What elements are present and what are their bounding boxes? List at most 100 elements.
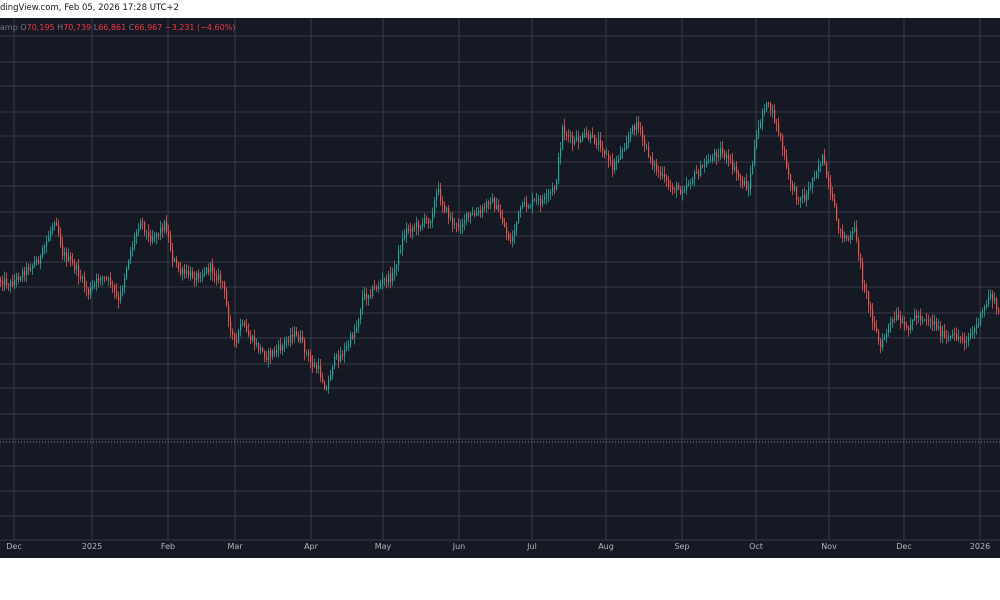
candle-body-16 xyxy=(32,265,34,270)
candle-body-497 xyxy=(994,298,996,301)
candle-body-294 xyxy=(588,135,590,139)
candle-298 xyxy=(596,137,598,149)
candle-body-369 xyxy=(738,173,740,178)
candle-299 xyxy=(598,131,600,152)
candle-body-222 xyxy=(444,204,446,211)
candle-402 xyxy=(804,187,806,203)
candle-21 xyxy=(42,244,44,259)
candle-252 xyxy=(504,217,506,228)
candle-body-191 xyxy=(382,280,384,284)
candle-62 xyxy=(124,273,126,294)
candle-body-235 xyxy=(470,213,472,217)
candle-259 xyxy=(518,210,520,224)
candle-281 xyxy=(562,124,564,151)
candle-body-407 xyxy=(814,176,816,179)
candle-159 xyxy=(318,358,320,374)
candle-body-355 xyxy=(710,160,712,162)
candle-body-349 xyxy=(698,172,700,176)
candle-182 xyxy=(364,286,366,301)
candle-body-446 xyxy=(892,319,894,323)
candle-12 xyxy=(24,266,26,282)
candle-76 xyxy=(152,229,154,245)
candle-body-378 xyxy=(756,134,758,148)
candle-172 xyxy=(344,342,346,363)
candle-body-391 xyxy=(782,136,784,149)
candle-469 xyxy=(938,318,940,331)
candle-body-432 xyxy=(864,283,866,291)
candle-body-44 xyxy=(88,289,90,295)
candle-body-410 xyxy=(820,164,822,166)
candle-body-470 xyxy=(940,326,942,337)
candle-body-293 xyxy=(586,133,588,136)
candle-body-175 xyxy=(350,334,352,345)
candle-341 xyxy=(682,185,684,201)
candle-body-215 xyxy=(430,221,432,224)
candlestick-chart[interactable]: Dec 2025 Feb Mar Apr May Jun Jul Aug Sep Oct Nov Dec… xyxy=(0,18,1000,558)
candle-85 xyxy=(170,230,172,253)
candle-body-377 xyxy=(754,147,756,164)
candle-body-152 xyxy=(304,340,306,353)
candle-7 xyxy=(14,273,16,290)
candle-166 xyxy=(332,364,334,380)
candle-body-296 xyxy=(592,134,594,136)
candle-body-8 xyxy=(16,276,18,281)
candle-body-182 xyxy=(364,293,366,298)
close-label: C xyxy=(128,23,135,32)
candle-body-169 xyxy=(338,355,340,362)
candle-363 xyxy=(726,150,728,165)
candle-464 xyxy=(928,314,930,326)
candle-373 xyxy=(746,173,748,191)
candle-212 xyxy=(424,213,426,228)
candle-body-173 xyxy=(346,346,348,350)
candle-322 xyxy=(644,134,646,152)
candle-body-121 xyxy=(242,322,244,324)
candle-body-54 xyxy=(108,278,110,280)
candle-297 xyxy=(594,134,596,145)
candle-446 xyxy=(892,317,894,328)
candle-420 xyxy=(840,228,842,238)
candle-body-133 xyxy=(266,357,268,360)
candle-456 xyxy=(912,319,914,331)
candle-195 xyxy=(390,266,392,289)
candle-186 xyxy=(372,284,374,299)
candle-272 xyxy=(544,192,546,205)
candle-421 xyxy=(842,224,844,243)
chart-area[interactable]: amp O70,195 H70,739 L66,861 C66,967 −3,2… xyxy=(0,18,1000,558)
candle-327 xyxy=(654,160,656,173)
candle-body-385 xyxy=(770,103,772,111)
candle-277 xyxy=(554,185,556,195)
candle-body-292 xyxy=(584,133,586,135)
candle-279 xyxy=(558,152,560,185)
candle-body-472 xyxy=(944,330,946,338)
candle-body-430 xyxy=(860,254,862,263)
candle-body-436 xyxy=(872,309,874,323)
candle-body-367 xyxy=(734,166,736,170)
candle-body-25 xyxy=(50,230,52,237)
candle-body-316 xyxy=(632,125,634,132)
candle-344 xyxy=(688,179,690,187)
candle-440 xyxy=(880,337,882,354)
symbol-fragment: amp xyxy=(0,23,18,32)
candle-64 xyxy=(128,259,130,271)
candle-body-451 xyxy=(902,322,904,323)
candle-273 xyxy=(546,188,548,205)
candle-73 xyxy=(146,229,148,240)
candle-body-344 xyxy=(688,183,690,185)
candle-400 xyxy=(800,196,802,209)
candle-65 xyxy=(130,247,132,264)
candle-body-89 xyxy=(178,263,180,270)
candle-169 xyxy=(338,350,340,369)
candle-35 xyxy=(70,252,72,267)
candle-body-210 xyxy=(420,226,422,229)
candle-body-460 xyxy=(920,315,922,320)
candle-body-130 xyxy=(260,348,262,351)
candle-body-35 xyxy=(70,256,72,260)
candle-49 xyxy=(98,273,100,288)
candle-312 xyxy=(624,143,626,152)
candle-body-84 xyxy=(168,231,170,237)
candle-body-75 xyxy=(150,236,152,242)
candle-body-112 xyxy=(224,282,226,292)
candle-body-71 xyxy=(142,221,144,223)
candle-body-129 xyxy=(258,343,260,351)
candle-body-24 xyxy=(48,236,50,242)
